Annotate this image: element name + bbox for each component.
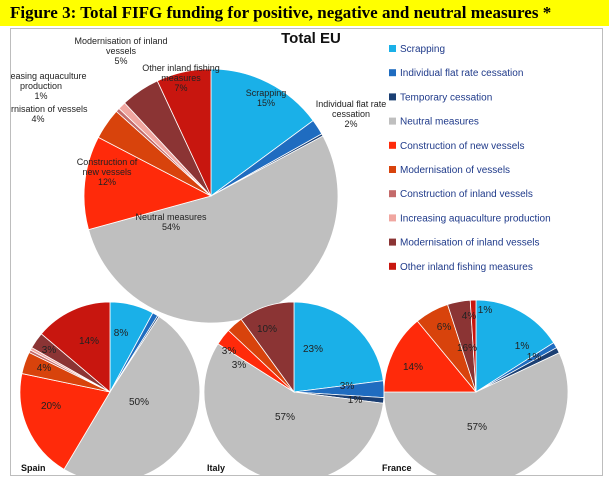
data-label-spain-modernisation-of-vessels: 4% xyxy=(37,363,52,374)
data-label-total-eu-scrapping: Scrapping 15% xyxy=(246,88,287,108)
legend-entry-scrapping: Scrapping xyxy=(400,44,445,55)
data-label-france-construction-of-new-vessels: 14% xyxy=(403,362,423,373)
slice-total-eu-construction-of-new-vessels xyxy=(83,136,213,231)
legend-entry-modernisation-of-vessels: Modernisation of vessels xyxy=(400,165,510,176)
data-label-total-eu-modernisation-of-inland-vessels: Modernisation of inland vessels 5% xyxy=(74,36,167,66)
data-label-france-individual-flat-rate-cessation: 1% xyxy=(515,341,530,352)
legend-entry-individual-flat-rate-cessation: Individual flat rate cessation xyxy=(400,68,523,79)
legend-swatch-scrapping xyxy=(389,45,396,52)
legend-swatch-increasing-aquaculture-production xyxy=(389,214,396,222)
data-label-spain-neutral-measures: 50% xyxy=(129,397,149,408)
data-label-france-modernisation-of-inland-vessels: 4% xyxy=(462,311,477,322)
slice-france-other-inland-fishing-measures xyxy=(469,299,477,393)
slice-italy-modernisation-of-inland-vessels xyxy=(240,301,295,394)
pie-france: France xyxy=(382,299,569,475)
slice-total-eu-scrapping xyxy=(210,68,314,197)
legend-entry-modernisation-of-inland-vessels: Modernisation of inland vessels xyxy=(400,238,540,249)
slice-france-scrapping xyxy=(475,299,555,393)
data-label-italy-construction-of-new-vessels: 3% xyxy=(222,346,237,357)
pie-total-eu: Total EU xyxy=(83,30,341,324)
slice-italy-neutral-measures xyxy=(203,343,384,475)
data-label-france-neutral-measures: 57% xyxy=(467,422,487,433)
legend-swatch-neutral-measures xyxy=(389,117,396,125)
data-label-italy-modernisation-of-inland-vessels: 10% xyxy=(257,324,277,335)
legend-entry-construction-of-new-vessels: Construction of new vessels xyxy=(400,141,525,152)
legend-swatch-individual-flat-rate-cessation xyxy=(389,69,396,77)
slice-total-eu-other-inland-fishing-measures xyxy=(156,68,212,197)
legend-swatch-construction-of-new-vessels xyxy=(389,141,396,149)
legend-entry-increasing-aquaculture-production: Increasing aquaculture production xyxy=(400,213,551,224)
data-label-spain-scrapping: 8% xyxy=(114,328,129,339)
data-label-france-temporary-cessation: 1% xyxy=(527,352,542,363)
data-label-spain-other-inland-fishing-measures: 14% xyxy=(79,336,99,347)
data-label-italy-neutral-measures: 57% xyxy=(275,412,295,423)
slice-spain-construction-of-new-vessels xyxy=(19,373,111,470)
legend-swatch-construction-of-inland-vessels xyxy=(389,190,396,198)
pie-title-france: France xyxy=(382,463,412,473)
legend-entry-neutral-measures: Neutral measures xyxy=(400,117,479,128)
legend-entry-construction-of-inland-vessels: Construction of inland vessels xyxy=(400,189,533,200)
legend-entry-other-inland-fishing-measures: Other inland fishing measures xyxy=(400,262,533,273)
data-label-italy-individual-flat-rate-cessation: 3% xyxy=(340,381,355,392)
pie-spain: Spain xyxy=(19,301,201,475)
slice-spain-other-inland-fishing-measures xyxy=(40,301,111,393)
chart-panel: Total EU Scrapping 15% Individual flat rate… xyxy=(10,28,603,476)
data-label-italy-temporary-cessation: 1% xyxy=(348,395,363,406)
pie-italy: Italy xyxy=(203,301,385,475)
legend-entry-temporary-cessation: Temporary cessation xyxy=(400,92,492,103)
legend-swatch-modernisation-of-vessels xyxy=(389,166,396,173)
data-label-total-eu-individual-flat-rate-cessation: Individual flat rate cessation 2% xyxy=(316,99,387,129)
data-label-total-eu-neutral-measures: Neutral measures 54% xyxy=(135,212,207,232)
data-label-spain-construction-of-new-vessels: 20% xyxy=(41,401,61,412)
data-label-italy-scrapping: 23% xyxy=(303,344,323,355)
data-label-france-scrapping: 16% xyxy=(457,343,477,354)
legend: Scrapping Individual flat rate cessation T… xyxy=(389,44,551,273)
figure-title: Figure 3: Total FIFG funding for positiv… xyxy=(0,0,609,26)
slice-france-neutral-measures xyxy=(383,352,569,475)
data-label-italy-modernisation-of-vessels: 3% xyxy=(232,360,247,371)
slice-spain-neutral-measures xyxy=(63,316,201,475)
data-label-france-modernisation-of-vessels: 6% xyxy=(437,322,452,333)
data-label-france-other-inland-fishing-measures: 1% xyxy=(478,305,493,316)
legend-swatch-modernisation-of-inland-vessels xyxy=(389,238,396,246)
pie-title-total-eu: Total EU xyxy=(281,30,341,47)
slice-france-construction-of-new-vessels xyxy=(383,320,477,393)
pie-title-italy: Italy xyxy=(207,463,225,473)
slice-italy-scrapping xyxy=(293,301,384,393)
data-label-spain-modernisation-of-inland-vessels: 3% xyxy=(42,345,57,356)
data-label-total-eu-other-inland-fishing-measures: Other inland fishing measures 7% xyxy=(142,63,220,93)
legend-swatch-temporary-cessation xyxy=(389,93,396,101)
data-label-total-eu-construction-of-new-vessels: Construction of new vessels 12% xyxy=(77,157,138,187)
pie-title-spain: Spain xyxy=(21,463,46,473)
legend-swatch-other-inland-fishing-measures xyxy=(389,262,396,270)
pie-charts: Total EU Scrapping 15% Individual flat rate… xyxy=(11,30,569,475)
